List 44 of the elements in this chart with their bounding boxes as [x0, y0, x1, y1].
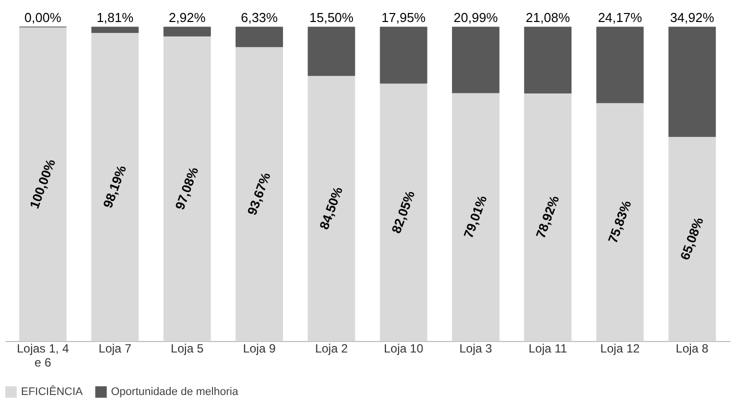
- bar: [19, 26, 67, 342]
- data-label: 20,99%: [454, 10, 498, 25]
- data-label: 6,33%: [240, 10, 278, 25]
- bar: [668, 26, 716, 137]
- x-tick-label: Loja 12: [600, 342, 640, 356]
- x-tick-label: Loja 10: [384, 342, 424, 356]
- data-label: 17,95%: [382, 10, 426, 25]
- bar: [308, 26, 356, 76]
- data-label: 0,00%: [24, 10, 62, 25]
- bar: [236, 46, 283, 342]
- bar: [452, 92, 500, 342]
- data-label: 93,67%: [244, 170, 274, 218]
- bar: [524, 26, 572, 94]
- bar: [236, 26, 283, 48]
- bar: [380, 83, 428, 342]
- bar: [91, 32, 139, 342]
- x-tick-label: Loja 5: [170, 342, 204, 356]
- bar: [668, 136, 716, 342]
- x-tick-label: Loja 11: [528, 342, 568, 356]
- legend-label: EFICIÊNCIA: [21, 385, 84, 398]
- data-label: 34,92%: [670, 10, 715, 25]
- bar: [163, 36, 211, 342]
- data-label: 2,92%: [168, 10, 206, 25]
- x-tick-label: Loja 2: [315, 342, 348, 356]
- x-tick-label: Lojas 1, 4 e 6: [16, 342, 70, 370]
- x-tick-label: Loja 7: [98, 342, 132, 356]
- data-label: 21,08%: [526, 10, 570, 25]
- legend-label: Oportunidade de melhoria: [111, 386, 240, 398]
- bar: [380, 26, 428, 84]
- bar: [163, 26, 211, 36]
- bar: [308, 75, 356, 342]
- data-label: 84,50%: [316, 184, 346, 232]
- x-tick-label: Loja 3: [459, 342, 492, 356]
- data-label: 24,17%: [598, 10, 642, 25]
- data-label: 15,50%: [309, 10, 354, 25]
- x-tick-label: Loja 9: [242, 342, 276, 356]
- bar: [596, 26, 644, 104]
- data-label: 65,08%: [677, 214, 706, 262]
- x-tick-label: Loja 8: [676, 342, 709, 356]
- bar: [452, 26, 500, 94]
- data-label: 1,81%: [96, 10, 134, 25]
- bar: [91, 26, 139, 33]
- bar: [524, 92, 572, 342]
- bar: [596, 102, 644, 342]
